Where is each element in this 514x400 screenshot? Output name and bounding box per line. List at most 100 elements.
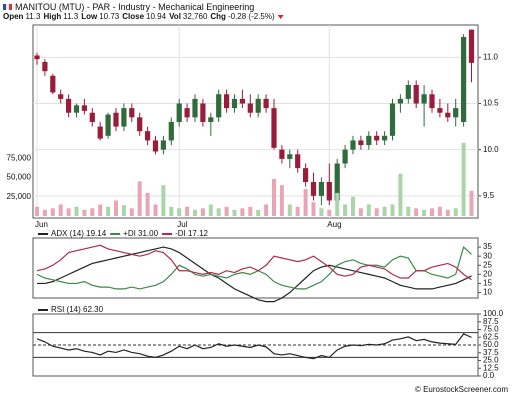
candle-body — [342, 149, 348, 164]
candle-body — [50, 75, 56, 93]
candle-body — [137, 117, 143, 132]
volume-bar — [185, 206, 190, 216]
candle-body — [389, 103, 396, 136]
y-tick-label: 11.0 — [483, 52, 499, 61]
y-tick-label: 12.5 — [483, 363, 499, 372]
quote-label: Close — [122, 12, 144, 21]
candle-body — [366, 135, 372, 146]
volume-bar — [272, 179, 276, 216]
volume-bar — [208, 204, 213, 216]
quote-value: 32,760 — [183, 12, 208, 21]
volume-bar — [193, 209, 197, 216]
volume-bar — [35, 206, 39, 216]
volume-bar — [129, 208, 134, 216]
volume-bar — [264, 204, 269, 216]
volume-bar — [177, 208, 182, 216]
candle-body — [89, 112, 95, 122]
quote-label: Low — [81, 12, 98, 21]
volume-bar — [335, 192, 340, 216]
volume-bar — [256, 209, 261, 216]
volume-bar — [398, 173, 403, 216]
candle-body — [224, 94, 230, 109]
flag — [3, 4, 12, 10]
candle-body — [318, 181, 324, 196]
volume-bar — [145, 192, 150, 216]
quote-label: Open — [3, 12, 24, 21]
volume-bar — [58, 204, 63, 216]
y-tick-label: 25 — [483, 260, 492, 269]
candle-body — [263, 98, 269, 109]
volume-bar — [287, 204, 292, 216]
y-tick-label: 100.0 — [483, 309, 504, 318]
footer: © EurostockScreener.com — [415, 385, 508, 394]
volume-bar — [240, 208, 245, 216]
y-tick-label: 50,000 — [7, 173, 32, 182]
legend-label: ADX (14) 19.14 — [51, 229, 107, 238]
candle-body — [58, 94, 64, 99]
candle-body — [310, 181, 317, 196]
y-tick-label: 75.0 — [483, 325, 499, 334]
volume-bar — [406, 206, 411, 216]
volume-bar — [232, 209, 237, 216]
quote-label: High — [43, 12, 61, 21]
candle-body — [461, 37, 467, 122]
candle-body — [160, 140, 166, 150]
indicator-line — [36, 333, 472, 360]
y-tick-label: 35 — [483, 242, 492, 251]
volume-bar — [295, 206, 300, 216]
candle-body — [121, 108, 127, 127]
volume-bar — [343, 204, 348, 216]
candle-body — [437, 108, 443, 113]
candle-body — [413, 85, 419, 104]
candle-body — [247, 103, 253, 113]
candle-body — [334, 163, 340, 201]
volume-bar — [161, 185, 166, 216]
quote-label: Chg — [210, 12, 226, 21]
y-tick-label: 37.5 — [483, 348, 499, 357]
candle-body — [453, 108, 459, 118]
indicator-line — [36, 245, 472, 290]
candle-body — [429, 94, 435, 109]
volume-bar — [374, 208, 379, 216]
y-tick-label: 25,000 — [7, 192, 32, 201]
volume-bar — [90, 208, 95, 216]
candle-body — [287, 154, 293, 159]
volume-bar — [311, 202, 316, 216]
quote-value: -0.28 (-2.5%) — [228, 12, 275, 21]
y-tick-label: 20 — [483, 269, 492, 278]
volume-bar — [461, 142, 466, 216]
candle-body — [168, 121, 174, 141]
volume-bar — [153, 204, 158, 216]
candle-body — [208, 117, 214, 122]
change-arrow — [277, 15, 284, 19]
y-tick-label: 0.0 — [483, 371, 495, 380]
candle-body — [66, 98, 72, 113]
volume-bar — [200, 208, 205, 216]
volume-bar — [351, 196, 355, 216]
volume-bar — [303, 189, 308, 216]
candle-body — [192, 98, 198, 118]
x-tick-label: Jul — [177, 220, 187, 229]
quote-label: Vol — [169, 12, 181, 21]
volume-bar — [248, 206, 253, 216]
legend-label: +DI 31.00 — [123, 229, 158, 238]
y-tick-label: 87.5 — [483, 317, 499, 326]
candle-body — [73, 105, 80, 113]
candle-body — [382, 135, 388, 141]
legend-label: -DI 17.12 — [175, 229, 208, 238]
candle-body — [397, 98, 403, 104]
candle-body — [358, 140, 364, 146]
volume-bar — [216, 208, 221, 216]
candle-body — [231, 98, 238, 109]
candle-body — [421, 94, 427, 104]
volume-bar — [169, 206, 174, 216]
volume-bar — [453, 208, 458, 216]
candle-body — [445, 112, 451, 118]
volume-bar — [50, 208, 55, 216]
candle-body — [295, 154, 301, 169]
volume-bar — [390, 204, 395, 216]
legend-label: RSI (14) 62.30 — [51, 305, 104, 314]
y-tick-label: 9.5 — [483, 191, 495, 200]
volume-bar — [358, 208, 363, 216]
